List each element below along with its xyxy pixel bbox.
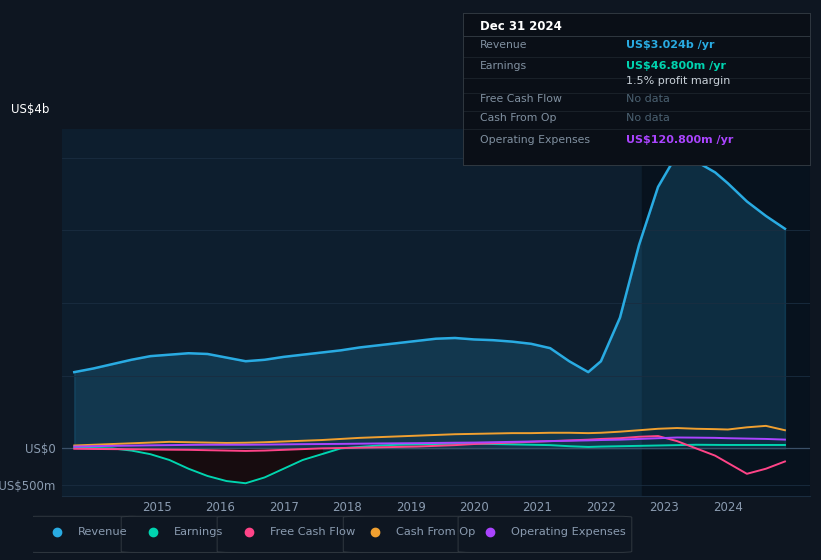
Text: US$3.024b /yr: US$3.024b /yr — [626, 40, 714, 50]
Text: No data: No data — [626, 95, 670, 104]
Text: US$4b: US$4b — [11, 103, 49, 116]
Text: Free Cash Flow: Free Cash Flow — [270, 528, 355, 538]
Text: 1.5% profit margin: 1.5% profit margin — [626, 76, 730, 86]
Text: US$120.800m /yr: US$120.800m /yr — [626, 135, 733, 144]
FancyBboxPatch shape — [458, 516, 632, 552]
Text: No data: No data — [626, 113, 670, 123]
FancyBboxPatch shape — [122, 516, 238, 552]
Text: Operating Expenses: Operating Expenses — [511, 528, 626, 538]
Text: Earnings: Earnings — [174, 528, 223, 538]
Text: Cash From Op: Cash From Op — [480, 113, 557, 123]
Text: Earnings: Earnings — [480, 61, 527, 71]
FancyBboxPatch shape — [217, 516, 365, 552]
Text: Revenue: Revenue — [480, 40, 528, 50]
Text: Cash From Op: Cash From Op — [397, 528, 475, 538]
Text: Revenue: Revenue — [78, 528, 128, 538]
Text: Free Cash Flow: Free Cash Flow — [480, 95, 562, 104]
Bar — [642, 129, 810, 496]
FancyBboxPatch shape — [25, 516, 142, 552]
FancyBboxPatch shape — [343, 516, 479, 552]
Text: US$46.800m /yr: US$46.800m /yr — [626, 61, 726, 71]
Text: Dec 31 2024: Dec 31 2024 — [480, 21, 562, 34]
Text: Operating Expenses: Operating Expenses — [480, 135, 590, 144]
